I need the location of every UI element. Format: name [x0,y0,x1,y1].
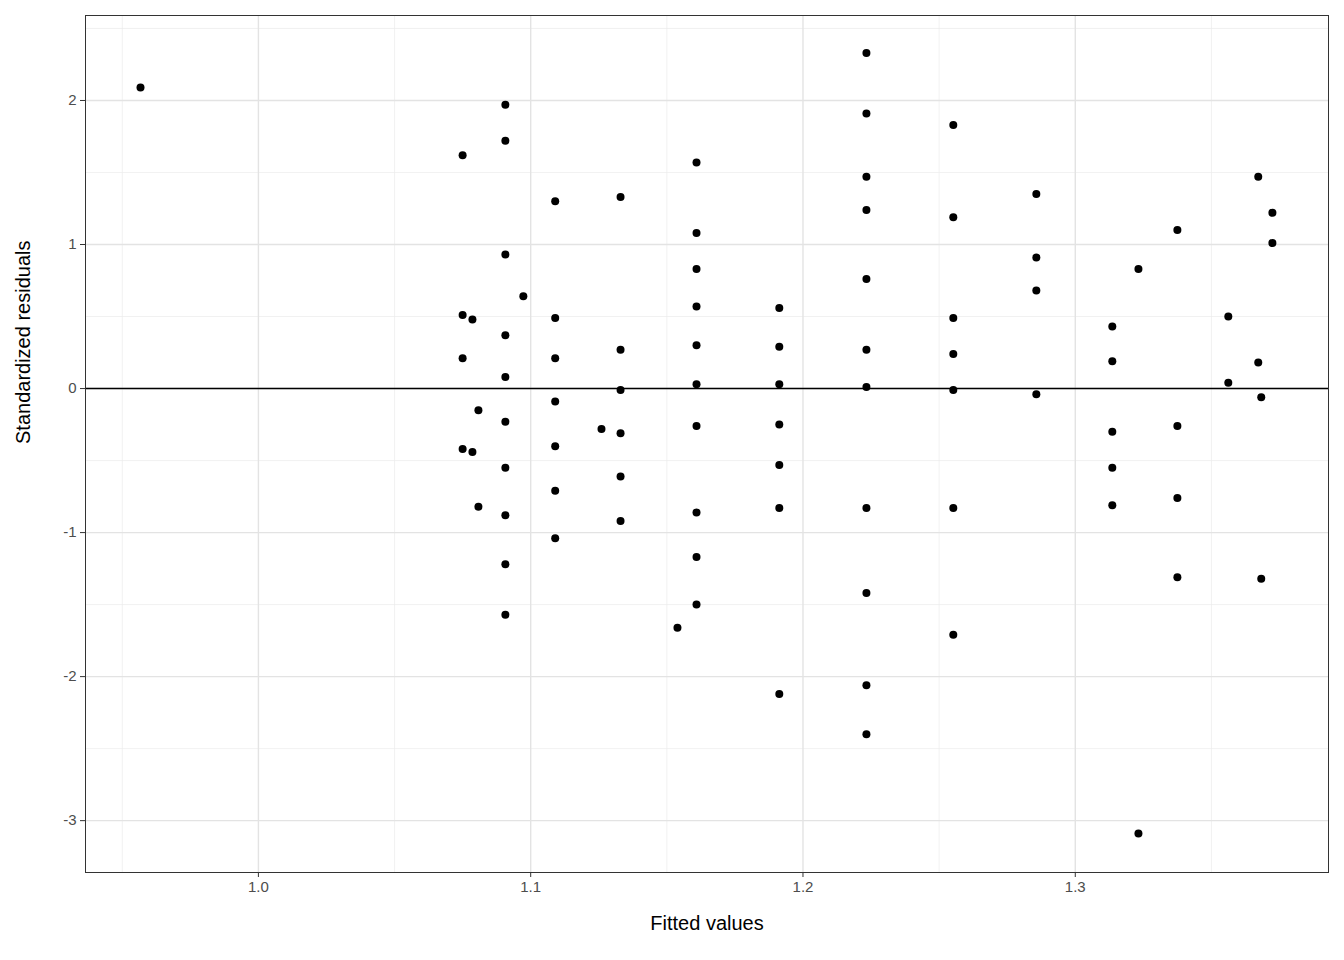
svg-text:-3: -3 [63,811,76,828]
svg-text:1.2: 1.2 [793,878,814,895]
svg-text:1.0: 1.0 [248,878,269,895]
svg-text:0: 0 [68,379,76,396]
svg-text:-2: -2 [63,667,76,684]
svg-text:Fitted values: Fitted values [650,912,763,934]
svg-text:Standardized residuals: Standardized residuals [12,241,34,444]
svg-text:1: 1 [68,235,76,252]
svg-text:1.1: 1.1 [520,878,541,895]
svg-text:-1: -1 [63,523,76,540]
svg-text:1.3: 1.3 [1065,878,1086,895]
svg-text:2: 2 [68,91,76,108]
